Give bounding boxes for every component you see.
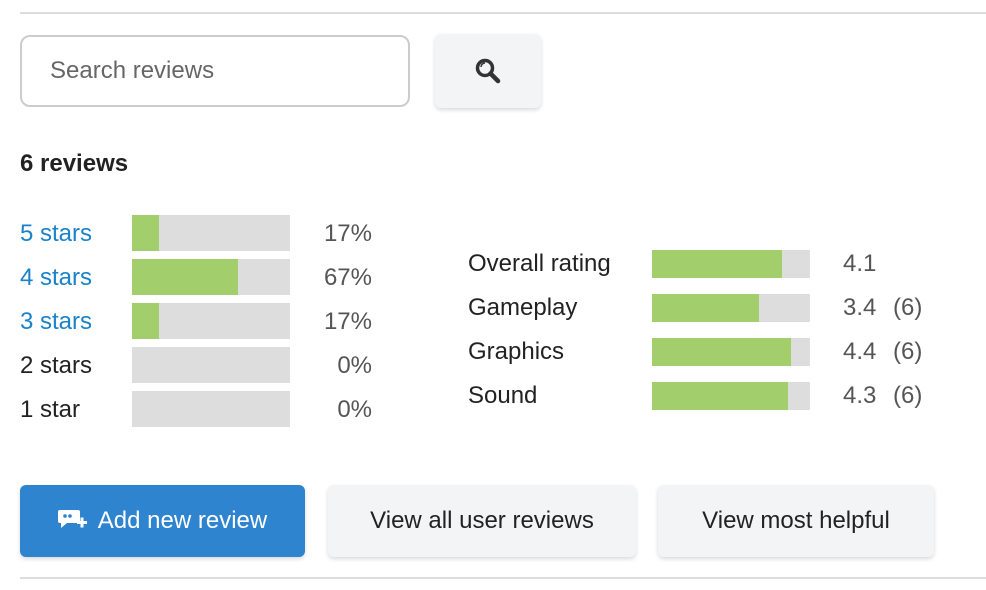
rating-label: Graphics — [468, 338, 565, 365]
star-filter-link: 2 stars — [20, 352, 93, 379]
star-bar — [132, 215, 290, 251]
search-button[interactable] — [435, 34, 541, 108]
rating-row: Graphics 4.4 (6) — [468, 338, 948, 366]
rating-count: (6) — [893, 382, 923, 409]
rating-bar-fill — [652, 338, 792, 366]
add-comment-icon — [57, 510, 87, 528]
rating-bar — [652, 250, 810, 278]
star-bar-fill — [132, 303, 159, 339]
star-row[interactable]: 3 stars 17% — [20, 303, 380, 339]
rating-row: Sound 4.3 (6) — [468, 382, 948, 410]
rating-label: Sound — [468, 382, 538, 409]
rating-bar — [652, 382, 810, 410]
star-percent: 17% — [323, 308, 372, 335]
rating-bar — [652, 338, 810, 366]
search-icon — [475, 58, 501, 84]
rating-value: 3.4 — [843, 294, 877, 321]
review-count: 6 reviews — [20, 150, 129, 177]
star-row: 2 stars 0% — [20, 347, 380, 383]
bottom-divider — [20, 577, 986, 579]
star-filter-link: 1 star — [20, 396, 81, 423]
rating-row: Overall rating 4.1 — [468, 250, 948, 278]
star-percent: 17% — [323, 220, 372, 247]
rating-bar — [652, 294, 810, 322]
rating-value: 4.4 — [843, 338, 877, 365]
star-bar-fill — [132, 259, 238, 295]
rating-count: (6) — [893, 294, 923, 321]
star-row[interactable]: 4 stars 67% — [20, 259, 380, 295]
view-all-reviews-button[interactable]: View all user reviews — [328, 485, 636, 557]
star-filter-link[interactable]: 5 stars — [20, 220, 93, 247]
star-percent: 0% — [337, 352, 372, 379]
rating-value: 4.3 — [843, 382, 877, 409]
rating-bar-fill — [652, 382, 788, 410]
search-input[interactable] — [20, 35, 410, 107]
rating-bar-fill — [652, 294, 760, 322]
rating-value: 4.1 — [843, 250, 877, 277]
star-bar — [132, 303, 290, 339]
rating-label: Overall rating — [468, 250, 611, 277]
rating-row: Gameplay 3.4 (6) — [468, 294, 948, 322]
star-percent: 0% — [337, 396, 372, 423]
star-row[interactable]: 5 stars 17% — [20, 215, 380, 251]
rating-count: (6) — [893, 338, 923, 365]
star-bar-fill — [132, 215, 159, 251]
add-review-button[interactable]: Add new review — [20, 485, 305, 557]
rating-label: Gameplay — [468, 294, 578, 321]
view-most-helpful-button[interactable]: View most helpful — [658, 485, 934, 557]
star-bar — [132, 391, 290, 427]
add-review-label: Add new review — [97, 507, 268, 534]
top-divider — [20, 12, 986, 14]
star-bar — [132, 347, 290, 383]
star-row: 1 star 0% — [20, 391, 380, 427]
star-filter-link[interactable]: 3 stars — [20, 308, 93, 335]
star-filter-link[interactable]: 4 stars — [20, 264, 93, 291]
star-bar — [132, 259, 290, 295]
star-percent: 67% — [323, 264, 372, 291]
rating-bar-fill — [652, 250, 782, 278]
